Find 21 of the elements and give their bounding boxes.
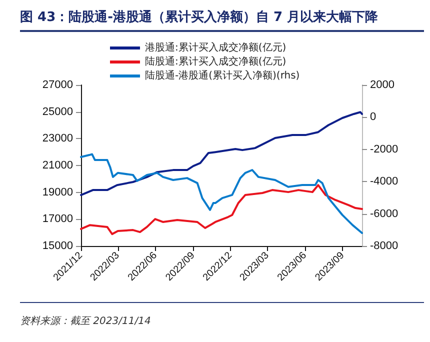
legend-label: 港股通:累计买入成交净额(亿元) xyxy=(145,42,286,54)
y-tick-label: 23000 xyxy=(42,132,73,145)
y-tick-label: 19000 xyxy=(42,186,73,198)
legend-label: 陆股通-港股通(累计买入净额)(rhs) xyxy=(145,70,300,82)
y2-tick-label: 0 xyxy=(370,111,376,124)
text: 资料来源：截至 2023/11/14 xyxy=(20,314,151,328)
y-tick-label: 17000 xyxy=(42,213,73,226)
y-tick-label: 25000 xyxy=(42,106,73,118)
y-tick-label: 27000 xyxy=(42,79,73,91)
line-series xyxy=(80,184,363,236)
y-tick-label: 15000 xyxy=(42,240,73,252)
y-tick-label: 21000 xyxy=(42,160,73,172)
y2-tick-label: -2000 xyxy=(370,143,398,156)
y2-tick-label: -8000 xyxy=(370,240,398,252)
line-series xyxy=(80,111,363,196)
legend-label: 陆股通:累计买入成交净额(亿元) xyxy=(145,56,286,68)
y2-tick-label: -6000 xyxy=(370,208,398,220)
line-series xyxy=(80,153,363,234)
y2-tick-label: 2000 xyxy=(370,79,394,91)
y2-tick-label: -4000 xyxy=(370,176,398,188)
chart-title: 图 43：陆股通-港股通（累计买入净额）自 7 月以来大幅下降 xyxy=(20,8,378,26)
